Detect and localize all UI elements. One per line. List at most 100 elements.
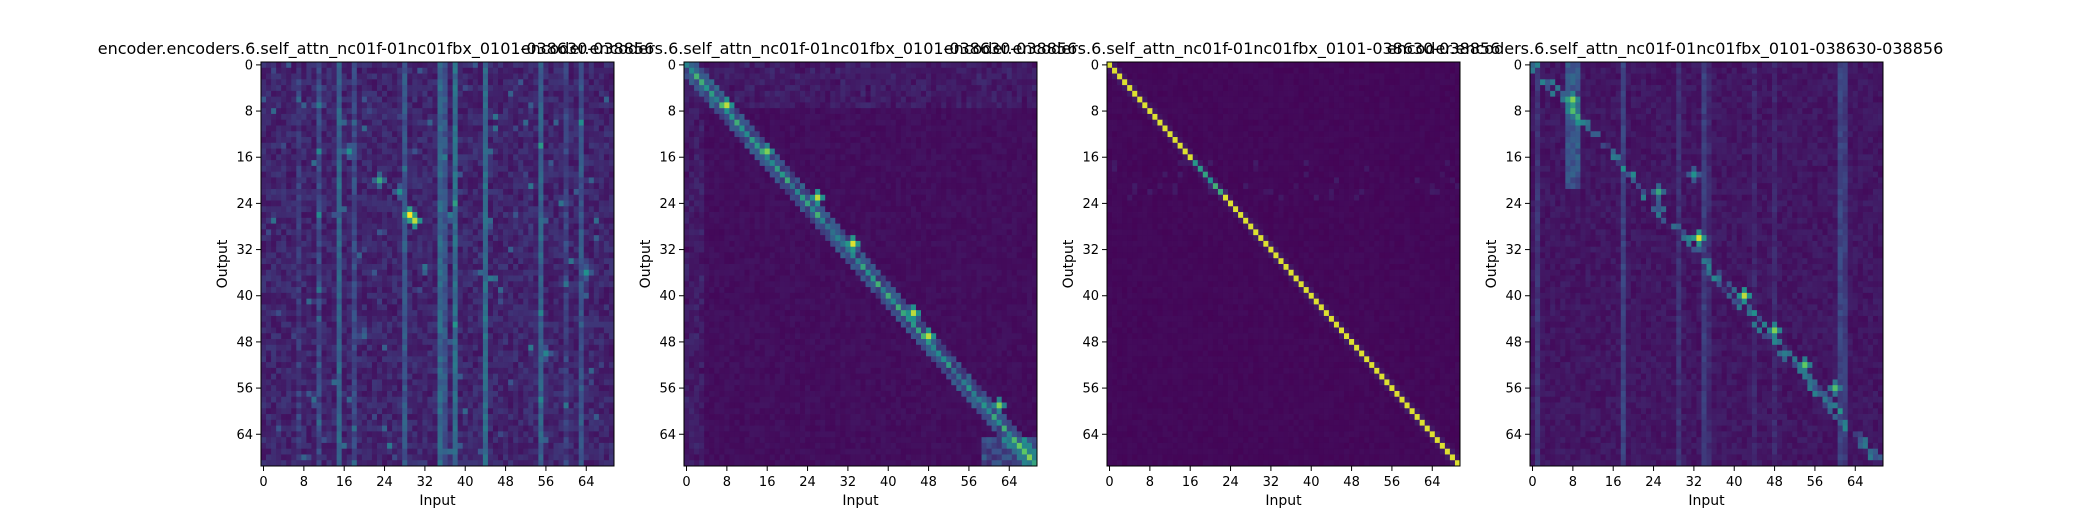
heatmap-cell	[397, 292, 403, 300]
heatmap-cell	[442, 379, 448, 386]
heatmap-cell	[442, 310, 448, 317]
heatmap-cell	[387, 425, 393, 432]
heatmap-cell	[447, 310, 454, 317]
heatmap-cell	[351, 315, 358, 323]
heatmap-cell	[291, 131, 297, 138]
heatmap-cell	[301, 240, 307, 248]
heatmap-cell	[432, 165, 438, 173]
heatmap-cell	[442, 442, 448, 450]
heatmap-cell	[371, 252, 378, 259]
heatmap-cell	[447, 419, 454, 426]
heatmap-cell	[538, 252, 544, 259]
heatmap-cell	[341, 235, 348, 242]
heatmap-cell	[598, 119, 605, 126]
heatmap-cell	[392, 137, 398, 144]
heatmap-cell	[588, 160, 595, 167]
heatmap-cell	[402, 310, 408, 317]
heatmap-cell	[503, 131, 509, 138]
heatmap-cell	[513, 96, 519, 103]
heatmap-cell	[487, 419, 494, 426]
heatmap-cell	[371, 160, 378, 167]
heatmap-cell	[543, 390, 549, 398]
heatmap-cell	[543, 356, 549, 363]
heatmap-cell	[553, 108, 559, 115]
heatmap-cell	[523, 442, 529, 450]
heatmap-cell	[261, 298, 267, 305]
heatmap-cell	[392, 448, 398, 455]
heatmap-cell	[382, 321, 388, 328]
heatmap-cell	[447, 460, 454, 467]
heatmap-cell	[311, 448, 317, 455]
heatmap-cell	[452, 396, 459, 403]
heatmap-cell	[467, 448, 474, 455]
heatmap-cell	[382, 367, 388, 375]
heatmap-cell	[533, 131, 539, 138]
heatmap-cell	[432, 315, 438, 323]
heatmap-cell	[366, 442, 373, 450]
heatmap-cell	[518, 385, 524, 392]
heatmap-cell	[286, 154, 292, 161]
heatmap-cell	[301, 154, 307, 161]
heatmap-cell	[583, 442, 590, 450]
heatmap-cell	[371, 356, 378, 363]
heatmap-cell	[538, 362, 544, 369]
heatmap-cell	[371, 269, 378, 276]
heatmap-cell	[477, 206, 484, 213]
heatmap-cell	[266, 217, 272, 224]
heatmap-cell	[346, 298, 353, 305]
heatmap-cell	[553, 194, 559, 201]
heatmap-cell	[376, 379, 383, 386]
heatmap-cell	[523, 269, 529, 276]
heatmap-cell	[472, 437, 479, 444]
heatmap-cell	[427, 85, 433, 92]
heatmap-cell	[603, 217, 610, 224]
heatmap-cell	[407, 108, 413, 115]
heatmap-cell	[477, 165, 484, 173]
heatmap-cell	[462, 217, 469, 224]
heatmap-cell	[513, 67, 519, 74]
heatmap-cell	[286, 419, 292, 426]
heatmap-cell	[442, 339, 448, 346]
heatmap-cell	[366, 321, 373, 328]
heatmap-cell	[508, 200, 514, 207]
heatmap-cell	[432, 188, 438, 196]
heatmap-cell	[407, 125, 413, 132]
heatmap-cell	[608, 287, 615, 294]
heatmap-cell	[472, 165, 479, 173]
heatmap-cell	[301, 131, 307, 138]
heatmap-cell	[432, 258, 438, 265]
heatmap-cell	[472, 223, 479, 230]
heatmap-cell	[321, 275, 327, 282]
heatmap-cell	[578, 90, 585, 98]
heatmap-cell	[422, 315, 428, 323]
heatmap-cell	[356, 206, 363, 213]
heatmap-cell	[276, 454, 282, 461]
heatmap-cell	[538, 171, 544, 178]
heatmap-cell	[462, 344, 469, 351]
heatmap-cell	[447, 390, 454, 398]
heatmap-cell	[321, 310, 327, 317]
heatmap-cell	[392, 131, 398, 138]
heatmap-cell	[608, 96, 615, 103]
heatmap-cell	[573, 183, 580, 190]
heatmap-cell	[407, 142, 413, 149]
heatmap-cell	[346, 310, 353, 317]
heatmap-cell	[447, 356, 454, 363]
heatmap-cell	[437, 339, 443, 346]
heatmap-cell	[467, 67, 474, 74]
heatmap-cell	[558, 246, 564, 253]
heatmap-cell	[402, 171, 408, 178]
heatmap-cell	[558, 252, 564, 259]
heatmap-cell	[296, 454, 302, 461]
heatmap-cell	[603, 90, 610, 98]
heatmap-cell	[331, 206, 338, 213]
heatmap-cell	[573, 431, 580, 438]
heatmap-cell	[563, 148, 570, 155]
heatmap-cell	[588, 339, 595, 346]
heatmap-cell	[326, 148, 332, 155]
heatmap-cell	[261, 310, 267, 317]
heatmap-cell	[382, 437, 388, 444]
heatmap-cell	[472, 396, 479, 403]
heatmap-cell	[371, 287, 378, 294]
heatmap-cell	[291, 212, 297, 219]
